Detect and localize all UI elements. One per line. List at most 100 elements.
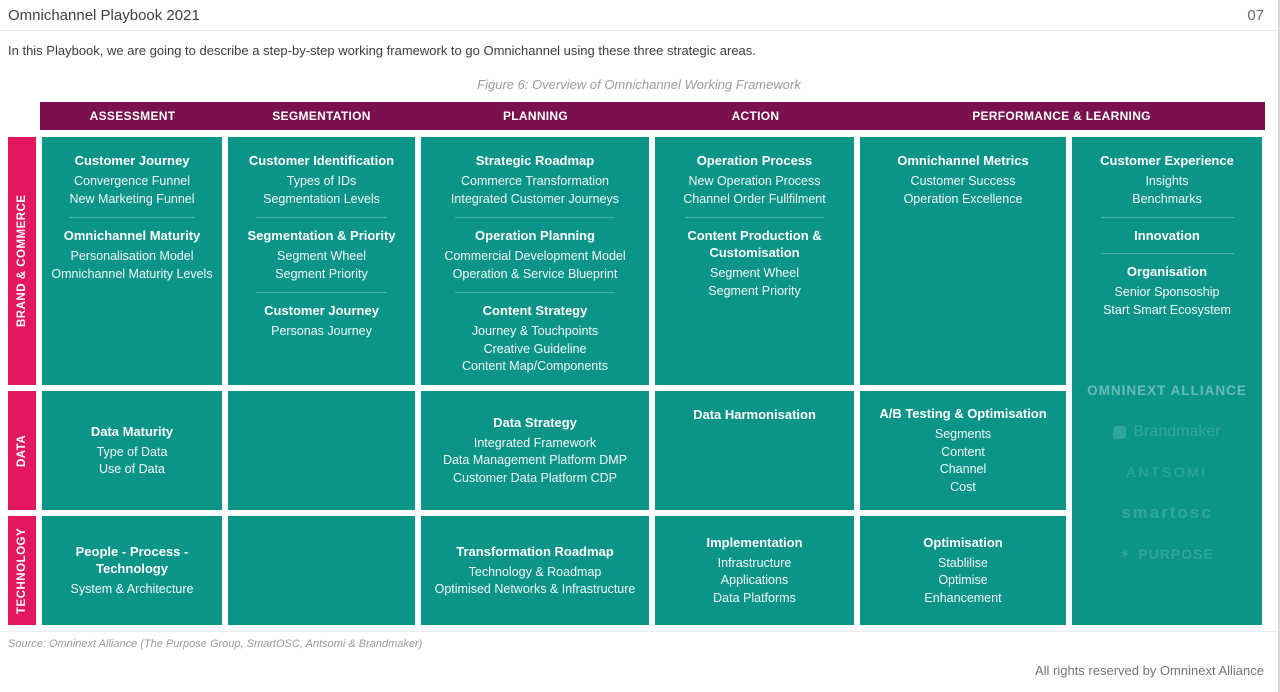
cell-item: Data Platforms [713, 590, 796, 605]
brandmaker-label: Brandmaker [1133, 423, 1221, 440]
cell-group: Operation Process New Operation Process … [655, 152, 854, 208]
row-label-column: BRAND & COMMERCE DATA TECHNOLOGY [8, 137, 36, 625]
group-divider [684, 217, 825, 218]
cell-item: New Operation Process [688, 174, 821, 188]
watermark-block: OMNINEXT ALLIANCE Brandmaker ANTSOMI sma… [1072, 383, 1262, 585]
cell-data-action: Data Harmonisation [655, 391, 854, 510]
cell-heading: Omnichannel Maturity [63, 228, 201, 243]
cell-item: Segment Priority [275, 266, 368, 281]
cell-item: Type of Data [96, 444, 168, 459]
cell-item: Customer Data Platform CDP [453, 470, 617, 485]
cell-data-segmentation-empty [228, 391, 415, 510]
row-brand-commerce: Customer Journey Convergence Funnel New … [42, 137, 1066, 385]
cell-item: Data Management Platform DMP [442, 453, 628, 468]
intro-text: In this Playbook, we are going to descri… [8, 43, 756, 58]
cell-group: Customer Journey Personas Journey [228, 302, 415, 341]
cell-item: Channel Order Fullfilment [683, 191, 826, 206]
cell-heading: Content Production & Customisation [687, 228, 822, 260]
smartosc-label: smartosc [1121, 503, 1213, 522]
cell-heading: People - Process - Technology [75, 543, 189, 576]
column-header-bar: ASSESSMENT SEGMENTATION PLANNING ACTION … [40, 102, 1265, 130]
footer-divider [0, 631, 1278, 632]
cell-item: Stablilise [937, 555, 989, 570]
cell-item: Types of IDs [286, 174, 357, 188]
column-header-action: ACTION [731, 109, 780, 123]
cell-group: Organisation Senior Sponsoship Start Sma… [1072, 263, 1262, 319]
group-divider [69, 217, 195, 218]
row-label-technology: TECHNOLOGY [8, 516, 36, 625]
rights-note: All rights reserved by Omninext Alliance [1034, 663, 1264, 678]
cell-heading: Organisation [1126, 264, 1208, 279]
cell-heading: A/B Testing & Optimisation [879, 406, 1047, 421]
framework-grid: BRAND & COMMERCE DATA TECHNOLOGY Custome… [8, 137, 1262, 625]
cell-group: Data Maturity Type of Data Use of Data [42, 423, 222, 479]
column-header-performance: PERFORMANCE & LEARNING [972, 109, 1151, 123]
cell-item: Operation Excellence [903, 191, 1023, 206]
cell-item: Content Map/Components [462, 359, 608, 373]
cell-item: Segment Priority [708, 283, 801, 298]
cell-data-performance: A/B Testing & Optimisation Segments Cont… [860, 391, 1066, 510]
cell-heading: Operation Planning [475, 228, 595, 243]
row-data: Data Maturity Type of Data Use of Data D… [42, 391, 1066, 510]
cell-heading: Data Maturity [90, 423, 174, 439]
cell-data-planning: Data Strategy Integrated Framework Data … [421, 391, 649, 510]
cell-brand-segmentation: Customer Identification Types of IDs Seg… [228, 137, 415, 385]
watermark-title: OMNINEXT ALLIANCE [1087, 383, 1247, 398]
row-label-data: DATA [8, 391, 36, 510]
cell-heading: Optimisation [923, 534, 1003, 550]
cell-item: Infrastructure [717, 555, 792, 570]
cell-group: Strategic Roadmap Commerce Transformatio… [421, 152, 649, 208]
cell-item: Segments [934, 427, 992, 441]
cell-item: Personalisation Model [70, 249, 194, 263]
antsomi-logo: ANTSOMI [1072, 464, 1262, 480]
cell-item: Cost [950, 479, 976, 494]
cell-group: Data Strategy Integrated Framework Data … [421, 414, 649, 488]
cell-item: Optimised Networks & Infrastructure [434, 582, 636, 596]
cell-item: Start Smart Ecosystem [1103, 302, 1231, 317]
cell-heading: Customer Journey [74, 153, 190, 168]
cell-brand-assessment: Customer Journey Convergence Funnel New … [42, 137, 222, 385]
source-note: Source: Omninext Alliance (The Purpose G… [8, 638, 423, 650]
cell-group: Innovation [1072, 227, 1262, 244]
cell-data-assessment: Data Maturity Type of Data Use of Data [42, 391, 222, 510]
cell-item: New Marketing Funnel [69, 191, 195, 206]
cell-group: Customer Journey Convergence Funnel New … [42, 152, 222, 208]
cell-item: System & Architecture [70, 581, 194, 596]
cell-item: Integrated Framework [473, 435, 597, 450]
cell-group: Omnichannel Maturity Personalisation Mod… [42, 227, 222, 283]
smartosc-logo: smartosc [1072, 503, 1262, 523]
cell-heading: Strategic Roadmap [475, 153, 595, 168]
group-divider [455, 217, 615, 218]
cell-item: Creative Guideline [483, 341, 587, 356]
cell-group: A/B Testing & Optimisation Segments Cont… [860, 405, 1066, 496]
cell-heading: Implementation [706, 534, 803, 550]
cell-group: Content Production & Customisation Segme… [655, 227, 854, 300]
cell-item: Customer Success [910, 174, 1016, 188]
brandmaker-logo: Brandmaker [1072, 423, 1262, 441]
cell-group: Segmentation & Priority Segment Wheel Se… [228, 227, 415, 283]
page-title: Omnichannel Playbook 2021 [8, 7, 200, 24]
cell-group: Omnichannel Metrics Customer Success Ope… [860, 152, 1066, 208]
cell-group: Optimisation Stablilise Optimise Enhance… [860, 534, 1066, 608]
cell-item: Content [941, 444, 985, 459]
column-header-segmentation: SEGMENTATION [272, 109, 371, 123]
cell-item: Operation & Service Blueprint [452, 266, 618, 281]
cell-heading: Operation Process [696, 153, 813, 168]
header-divider [0, 30, 1278, 31]
group-divider [1100, 217, 1234, 218]
cell-heading: Customer Experience [1100, 153, 1234, 168]
cell-group: Customer Identification Types of IDs Seg… [228, 152, 415, 208]
cell-item: Convergence Funnel [73, 174, 191, 188]
cell-item: Commerce Transformation [461, 174, 609, 188]
group-divider [1100, 253, 1234, 254]
figure-caption: Figure 6: Overview of Omnichannel Workin… [477, 77, 801, 92]
purpose-label: PURPOSE [1138, 546, 1214, 562]
cell-heading: Transformation Roadmap [456, 543, 614, 559]
cell-group: Operation Planning Commercial Developmen… [421, 227, 649, 283]
cell-customer-experience: Customer Experience Insights Benchmarks … [1072, 137, 1262, 625]
cell-item: Personas Journey [271, 324, 372, 338]
cell-group: People - Process - Technology System & A… [42, 543, 222, 599]
brandmaker-icon [1113, 425, 1127, 439]
cell-heading: Data Harmonisation [693, 407, 816, 422]
